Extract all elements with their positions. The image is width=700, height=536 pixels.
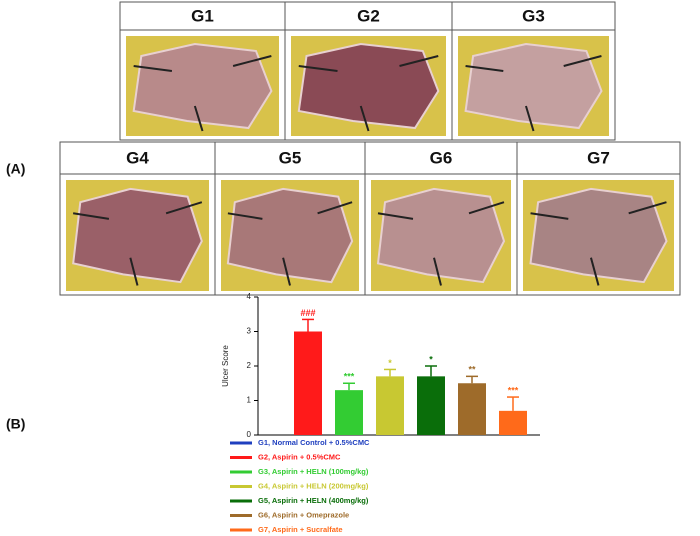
legend-entry: G2, Aspirin + 0.5%CMC bbox=[258, 452, 341, 461]
significance: * bbox=[429, 354, 433, 364]
pin bbox=[282, 257, 291, 286]
pin bbox=[530, 212, 569, 220]
significance: * bbox=[388, 358, 392, 368]
pin bbox=[232, 55, 272, 67]
bar bbox=[335, 390, 363, 435]
bar bbox=[417, 376, 445, 435]
pin bbox=[227, 212, 263, 220]
significance: ** bbox=[468, 365, 476, 375]
bar bbox=[499, 410, 527, 435]
legend-entry: G7, Aspirin + Sucralfate bbox=[258, 525, 343, 534]
pin bbox=[468, 201, 505, 215]
bar bbox=[458, 383, 486, 435]
y-tick-label: 2 bbox=[247, 361, 252, 370]
panel-label: (A) bbox=[6, 161, 25, 177]
pin bbox=[317, 201, 353, 215]
pin bbox=[628, 201, 667, 215]
pin bbox=[133, 65, 173, 72]
tissue bbox=[297, 42, 440, 130]
y-tick-label: 0 bbox=[247, 430, 252, 439]
tissue bbox=[132, 42, 273, 130]
group-label: G1 bbox=[191, 6, 214, 25]
group-label: G4 bbox=[126, 148, 149, 167]
pin bbox=[193, 105, 204, 132]
tissue bbox=[72, 187, 203, 284]
y-tick-label: 4 bbox=[247, 292, 252, 301]
legend-entry: G3, Aspirin + HELN (100mg/kg) bbox=[258, 467, 369, 476]
pin bbox=[298, 65, 338, 72]
tissue bbox=[529, 187, 668, 284]
pin bbox=[399, 55, 439, 67]
pin bbox=[377, 212, 414, 220]
tissue bbox=[376, 187, 506, 284]
tissue bbox=[226, 187, 354, 284]
tissue bbox=[464, 42, 603, 130]
legend-entry: G5, Aspirin + HELN (400mg/kg) bbox=[258, 496, 369, 505]
group-label: G3 bbox=[522, 6, 545, 25]
legend-entry: G6, Aspirin + Omeprazole bbox=[258, 510, 349, 519]
legend-entry: G1, Normal Control + 0.5%CMC bbox=[258, 438, 370, 447]
y-tick-label: 3 bbox=[247, 327, 252, 336]
y-tick-label: 1 bbox=[247, 396, 252, 405]
group-label: G5 bbox=[279, 148, 302, 167]
significance: *** bbox=[508, 385, 519, 395]
group-label: G7 bbox=[587, 148, 610, 167]
pin bbox=[165, 201, 203, 215]
significance: *** bbox=[344, 372, 355, 382]
group-label: G2 bbox=[357, 6, 380, 25]
pin bbox=[465, 65, 504, 72]
legend-entry: G4, Aspirin + HELN (200mg/kg) bbox=[258, 481, 369, 490]
pin bbox=[563, 55, 602, 67]
bar bbox=[376, 376, 404, 435]
pin bbox=[589, 257, 600, 286]
bar bbox=[294, 331, 322, 435]
significance: ### bbox=[300, 308, 315, 318]
pin bbox=[524, 105, 535, 132]
pin bbox=[359, 105, 370, 132]
pin bbox=[433, 257, 442, 286]
panel-label: (B) bbox=[6, 416, 25, 432]
group-label: G6 bbox=[430, 148, 453, 167]
pin bbox=[72, 212, 110, 220]
pin bbox=[129, 257, 139, 286]
y-axis-label: Ulcer Score bbox=[221, 345, 230, 387]
